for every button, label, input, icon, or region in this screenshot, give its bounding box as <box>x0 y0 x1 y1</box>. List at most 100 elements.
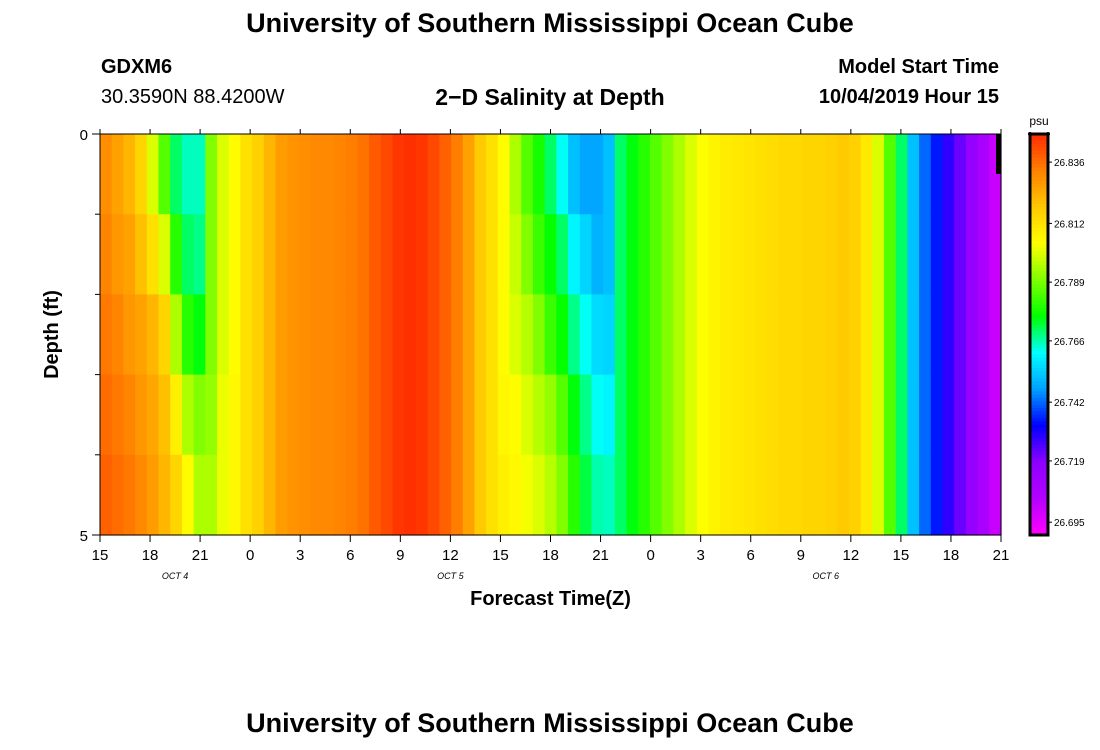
heatmap-cell <box>310 214 323 295</box>
heatmap-cell <box>240 454 253 536</box>
heatmap-cell <box>146 294 160 376</box>
heatmap-cell <box>977 294 990 376</box>
model-start-label: Model Start Time <box>838 56 999 78</box>
heatmap-cell <box>544 214 557 295</box>
heatmap-cell <box>673 374 686 456</box>
x-tick-label: 0 <box>646 547 654 564</box>
heatmap-cell <box>883 374 897 456</box>
heatmap-cell <box>591 214 604 295</box>
heatmap-cell <box>965 134 979 215</box>
heatmap-cell <box>638 454 651 536</box>
heatmap-cell <box>252 134 265 215</box>
heatmap-cell <box>860 294 873 376</box>
colorbar-swatch <box>1030 247 1048 252</box>
heatmap-cell <box>497 134 511 215</box>
colorbar-swatch <box>1030 494 1048 499</box>
colorbar-swatch <box>1030 418 1048 422</box>
colorbar-swatch <box>1030 454 1048 459</box>
footer-title: University of Southern Mississippi Ocean… <box>246 708 854 738</box>
heatmap-cell <box>111 134 124 215</box>
heatmap-cell <box>181 294 195 376</box>
colorbar-swatch <box>1030 227 1048 232</box>
heatmap-cell <box>369 374 382 456</box>
colorbar-swatch <box>1030 474 1048 479</box>
heatmap-cell <box>123 454 136 536</box>
heatmap-cell <box>369 294 382 376</box>
heatmap-cell <box>275 134 288 215</box>
heatmap-cell <box>111 214 124 295</box>
heatmap-cell <box>883 134 897 215</box>
heatmap-cell <box>965 454 979 536</box>
heatmap-cell <box>743 374 756 456</box>
heatmap-cell <box>100 134 113 215</box>
heatmap-cell <box>661 454 674 536</box>
heatmap-cell <box>486 134 499 215</box>
heatmap-cell <box>872 454 885 536</box>
heatmap-cell <box>743 134 756 215</box>
colorbar-swatch <box>1030 324 1048 329</box>
heatmap-cell <box>848 454 862 536</box>
heatmap-cell <box>404 294 417 376</box>
heatmap-cell <box>790 374 803 456</box>
heatmap-cell <box>954 214 967 295</box>
colorbar-swatch <box>1030 237 1048 242</box>
x-tick-label: 21 <box>993 547 1010 564</box>
heatmap-cell <box>193 214 206 295</box>
heatmap-cell <box>287 374 300 456</box>
heatmap-cell <box>404 214 417 295</box>
heatmap-cell <box>205 294 218 376</box>
heatmap-cell <box>357 134 370 215</box>
heatmap-cell <box>240 294 253 376</box>
heatmap-cell <box>626 454 639 536</box>
heatmap-cell <box>228 214 242 295</box>
heatmap-cell <box>205 374 218 456</box>
heatmap-cell <box>626 214 639 295</box>
heatmap-cell <box>486 214 499 295</box>
heatmap-cell <box>989 454 1002 536</box>
heatmap-cell <box>766 294 780 376</box>
y-axis-label: Depth (ft) <box>41 290 63 379</box>
heatmap-cell <box>907 454 920 536</box>
heatmap-cell <box>649 294 663 376</box>
colorbar-swatch <box>1030 357 1048 362</box>
heatmap-cell <box>649 134 663 215</box>
heatmap-cell <box>451 374 464 456</box>
heatmap-cell <box>228 374 242 456</box>
heatmap-cell <box>579 454 593 536</box>
heatmap-cell <box>731 214 745 295</box>
heatmap-cell <box>778 454 791 536</box>
x-tick-label: 9 <box>797 547 805 564</box>
colorbar-tick-label: 26.695 <box>1054 518 1085 529</box>
heatmap-cell <box>170 214 183 295</box>
heatmap-cell <box>462 454 476 536</box>
heatmap-cell <box>907 374 920 456</box>
heatmap-cell <box>720 214 733 295</box>
heatmap-cell <box>720 294 733 376</box>
heatmap-cell <box>766 374 780 456</box>
colorbar-swatch <box>1030 327 1048 332</box>
colorbar-swatch <box>1030 414 1048 419</box>
x-tick-label: 12 <box>842 547 859 564</box>
heatmap-cell <box>907 214 920 295</box>
heatmap-cell <box>193 454 206 536</box>
heatmap-cell <box>883 294 897 376</box>
heatmap-cell <box>720 374 733 456</box>
heatmap-cell <box>369 214 382 295</box>
x-tick-label: 21 <box>192 547 209 564</box>
heatmap-cell <box>989 294 1002 376</box>
heatmap-cell <box>848 134 862 215</box>
heatmap-cell <box>708 214 721 295</box>
heatmap-cell <box>837 374 850 456</box>
colorbar-swatch <box>1030 187 1048 192</box>
heatmap-cell <box>696 294 710 376</box>
heatmap-cell <box>146 374 160 456</box>
heatmap-cell <box>240 374 253 456</box>
heatmap-cell <box>146 134 160 215</box>
heatmap-cell <box>170 294 183 376</box>
heatmap-cell <box>778 374 791 456</box>
heatmap-cell <box>813 214 827 295</box>
colorbar-swatch <box>1030 297 1048 302</box>
heatmap-cell <box>532 214 546 295</box>
heatmap-cell <box>205 454 218 536</box>
heatmap-cell <box>954 454 967 536</box>
